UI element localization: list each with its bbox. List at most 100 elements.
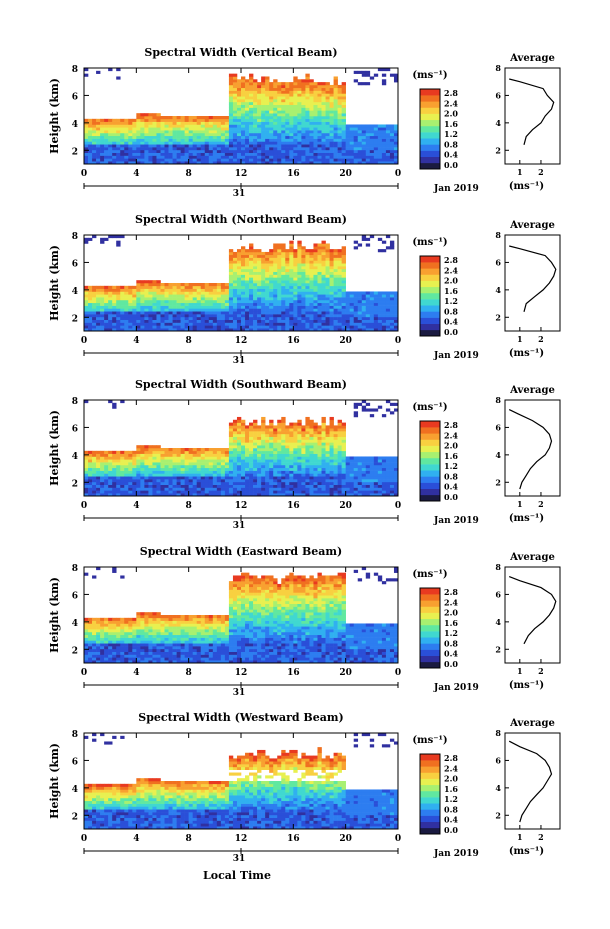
heatmap-cell — [257, 299, 262, 304]
heatmap-cell — [184, 152, 189, 156]
heatmap-cell — [293, 251, 298, 256]
heatmap-cell — [140, 161, 145, 165]
heatmap-cell — [325, 476, 330, 480]
heatmap-cell — [148, 308, 153, 312]
heatmap-cell — [329, 479, 334, 483]
heatmap-cell — [265, 299, 270, 304]
colorbar-tick-label: 0.8 — [444, 306, 458, 316]
heatmap-cell — [228, 271, 234, 275]
heatmap-cell — [88, 127, 93, 131]
heatmap-cell — [365, 155, 371, 159]
heatmap-cell — [341, 422, 346, 426]
heatmap-cell — [228, 268, 234, 272]
heatmap-cell — [96, 121, 101, 125]
heatmap-cell — [289, 459, 294, 463]
heatmap-cell — [333, 425, 338, 429]
heatmap-cell — [385, 291, 391, 295]
heatmap-cell — [108, 294, 113, 298]
heatmap-cell — [220, 448, 226, 452]
heatmap-cell — [92, 152, 97, 156]
heatmap-cell — [168, 294, 173, 298]
heatmap-cell — [232, 305, 238, 309]
heatmap-cell — [108, 235, 113, 239]
heatmap-cell — [232, 445, 238, 449]
heatmap-cell — [172, 130, 177, 134]
heatmap-cell — [160, 288, 165, 292]
heatmap-cell — [365, 402, 371, 406]
heatmap-cell — [265, 271, 270, 275]
heatmap-cell — [128, 456, 133, 460]
heatmap-cell — [389, 319, 395, 323]
heatmap-cell — [329, 147, 334, 151]
heatmap-cell — [208, 316, 214, 320]
heatmap-cell — [164, 462, 169, 466]
heatmap-cell — [321, 319, 326, 323]
heatmap-cell — [188, 144, 193, 148]
heatmap-cell — [313, 268, 318, 272]
heatmap-cell — [365, 243, 371, 247]
heatmap-cell — [228, 448, 234, 452]
heatmap-cell — [389, 314, 395, 318]
heatmap-cell — [341, 110, 346, 114]
heatmap-cell — [168, 325, 173, 329]
heatmap-cell — [301, 439, 306, 443]
heatmap-cell — [144, 490, 149, 494]
heatmap-cell — [357, 314, 363, 318]
heatmap-cell — [309, 277, 314, 281]
heatmap-cell — [317, 319, 322, 323]
heatmap-cell — [293, 308, 298, 312]
heatmap-cell — [180, 288, 185, 292]
heatmap-cell — [341, 481, 346, 485]
heatmap-cell — [136, 121, 141, 125]
heatmap-cell — [297, 294, 302, 298]
heatmap-cell — [245, 431, 250, 435]
heatmap-cell — [188, 462, 193, 466]
heatmap-cell — [236, 144, 242, 148]
heatmap-cell — [124, 467, 129, 471]
date-label: Jan 2019 — [433, 351, 479, 361]
heatmap-cell — [353, 467, 359, 471]
heatmap-cell — [261, 428, 266, 432]
heatmap-cell — [365, 135, 371, 139]
heatmap-cell — [289, 249, 294, 253]
heatmap-cell — [188, 453, 193, 457]
heatmap-cell — [245, 308, 250, 312]
heatmap-cell — [180, 161, 185, 165]
heatmap-cell — [220, 481, 226, 485]
heatmap-cell — [253, 288, 258, 292]
heatmap-cell — [100, 302, 105, 306]
heatmap-cell — [224, 124, 230, 128]
heatmap-cell — [253, 484, 258, 488]
heatmap-cell — [112, 118, 117, 122]
heatmap-cell — [309, 149, 314, 153]
heatmap-cell — [373, 316, 379, 320]
heatmap-cell — [281, 274, 286, 278]
heatmap-cell — [112, 302, 117, 306]
heatmap-cell — [132, 459, 137, 463]
heatmap-cell — [277, 147, 282, 151]
heatmap-cell — [325, 445, 330, 449]
heatmap-cell — [140, 152, 145, 156]
heatmap-cell — [116, 147, 121, 151]
heatmap-cell — [281, 479, 286, 483]
heatmap-cell — [212, 144, 218, 148]
heatmap-cell — [228, 299, 234, 304]
heatmap-cell — [188, 308, 193, 312]
heatmap-cell — [289, 121, 294, 125]
heatmap-cell — [100, 144, 105, 148]
heatmap-cell — [120, 294, 125, 298]
heatmap-cell — [301, 268, 306, 272]
heatmap-cell — [329, 124, 334, 128]
heatmap-cell — [232, 82, 238, 86]
heatmap-cell — [269, 453, 274, 457]
heatmap-cell — [184, 484, 189, 488]
heatmap-cell — [192, 308, 198, 312]
heatmap-cell — [365, 462, 371, 466]
heatmap-cell — [156, 490, 161, 494]
heatmap-cell — [160, 135, 165, 139]
heatmap-cell — [321, 130, 326, 134]
heatmap-cell — [277, 425, 282, 429]
heatmap-cell — [325, 484, 330, 488]
heatmap-cell — [353, 314, 359, 318]
heatmap-cell — [200, 149, 206, 153]
